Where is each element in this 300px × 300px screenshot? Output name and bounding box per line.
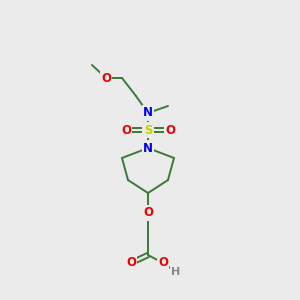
Text: S: S: [144, 124, 152, 136]
Text: O: O: [121, 124, 131, 136]
Text: O: O: [165, 124, 175, 136]
Text: O: O: [158, 256, 168, 269]
Text: H: H: [171, 267, 181, 277]
Text: N: N: [143, 106, 153, 119]
Text: O: O: [126, 256, 136, 269]
Text: N: N: [143, 142, 153, 154]
Text: O: O: [101, 71, 111, 85]
Text: O: O: [143, 206, 153, 220]
